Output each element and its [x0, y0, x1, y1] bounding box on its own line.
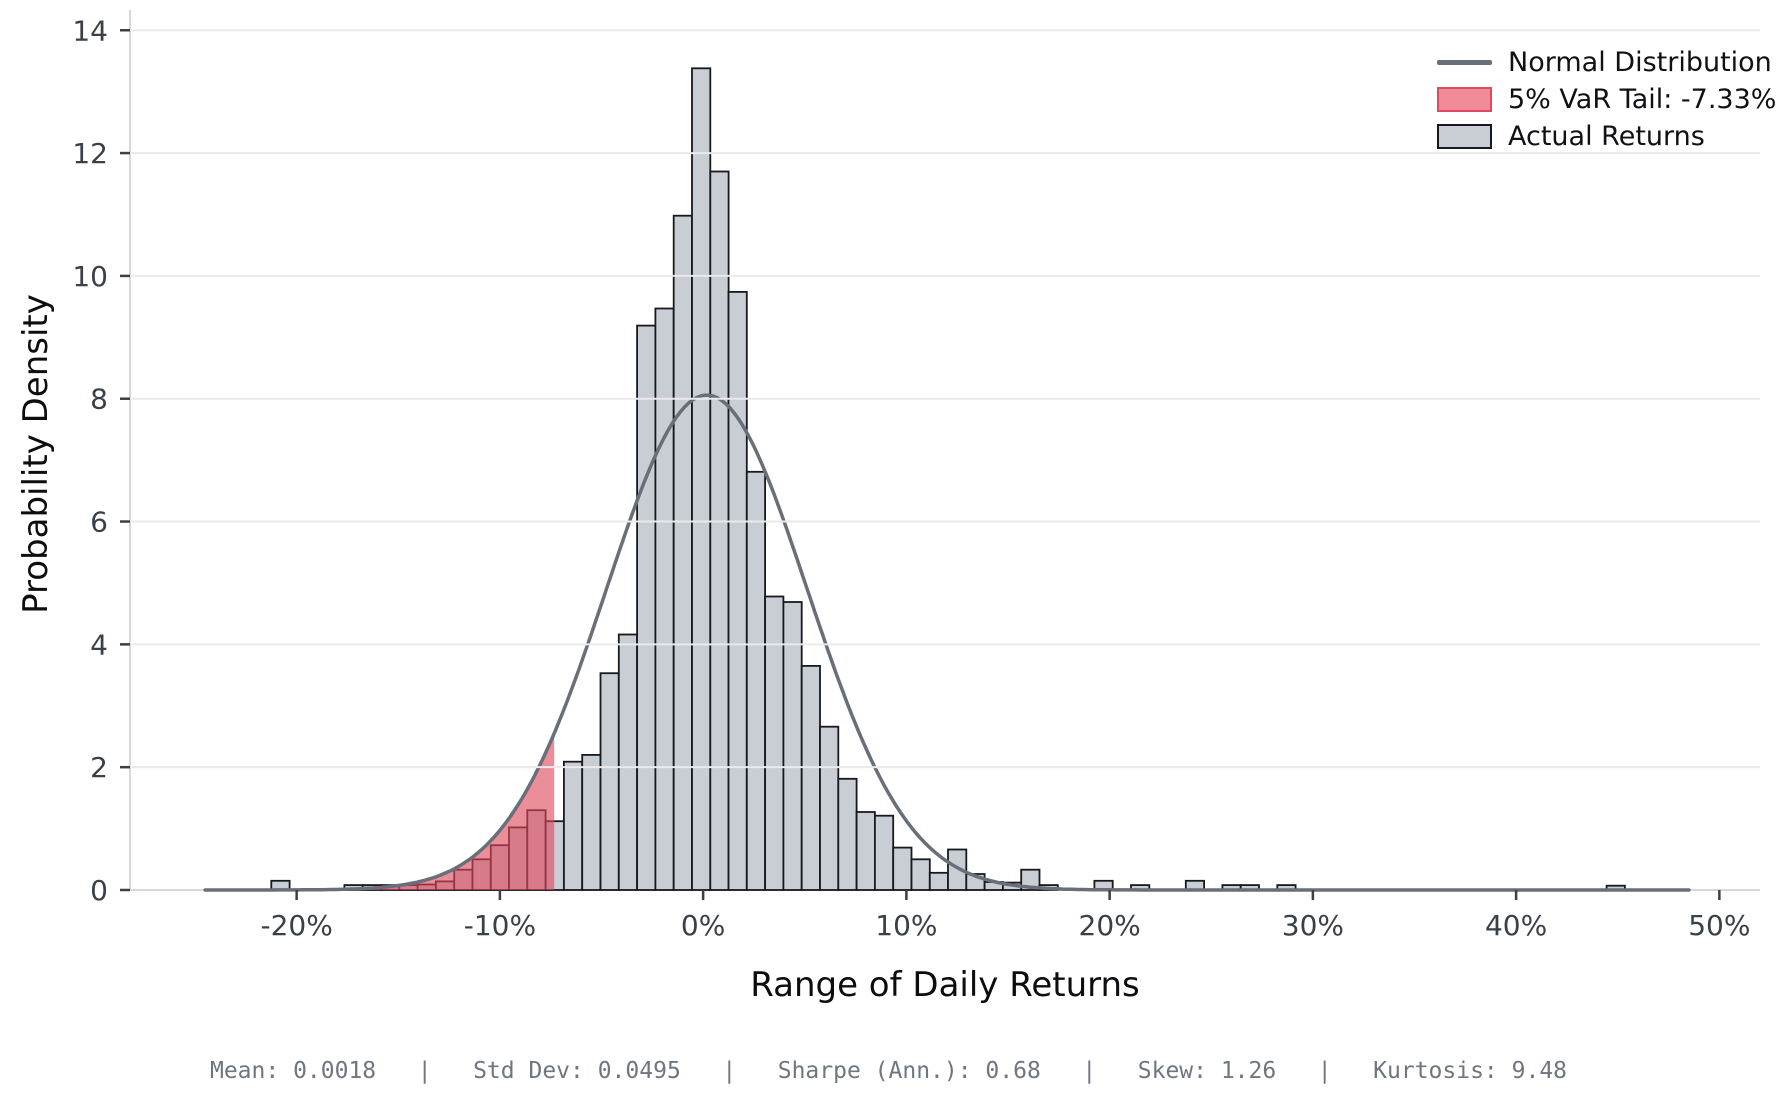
y-axis-label: Probability Density	[16, 294, 56, 614]
histogram-bar	[672, 214, 693, 891]
y-tick-label: 10	[72, 260, 108, 293]
x-tick-label: 40%	[1485, 909, 1547, 942]
histogram-bar	[837, 777, 858, 891]
histogram-bar	[599, 672, 620, 891]
x-tick-label: 0%	[681, 909, 725, 942]
histogram-bar	[617, 633, 638, 891]
histogram-bar	[636, 324, 657, 891]
legend: Normal Distribution 5% VaR Tail: -7.33% …	[1437, 44, 1776, 155]
histogram-bar	[800, 665, 821, 891]
x-tick-label: 30%	[1282, 909, 1344, 942]
x-tick-label: 10%	[875, 909, 937, 942]
var-tail-patch-swatch	[1437, 87, 1492, 112]
legend-item-normal-distribution: Normal Distribution	[1437, 44, 1776, 81]
histogram-bar	[745, 470, 766, 891]
histogram-bar	[1020, 868, 1041, 891]
y-tick-label: 4	[90, 628, 108, 661]
histogram-bar	[709, 170, 730, 891]
legend-item-var-tail: 5% VaR Tail: -7.33%	[1437, 81, 1776, 118]
normal-distribution-line-swatch	[1437, 60, 1492, 65]
histogram-bar	[855, 811, 876, 891]
y-tick-label: 14	[72, 14, 108, 47]
histogram-bar	[581, 754, 602, 891]
y-tick-label: 6	[90, 506, 108, 539]
histogram-bar	[874, 814, 895, 891]
x-axis-label: Range of Daily Returns	[750, 965, 1140, 1005]
histogram-bar	[928, 871, 949, 891]
x-tick-label: 20%	[1079, 909, 1141, 942]
histogram-bar	[819, 725, 840, 891]
histogram-bar	[727, 290, 748, 891]
x-tick-label: -20%	[260, 909, 332, 942]
y-tick-label: 12	[72, 137, 108, 170]
legend-item-actual-returns: Actual Returns	[1437, 118, 1776, 155]
legend-label: Actual Returns	[1508, 121, 1705, 152]
y-tick-label: 8	[90, 383, 108, 416]
normal-distribution-curve	[203, 393, 1691, 892]
histogram-bar	[764, 595, 785, 891]
var-tail-area	[205, 733, 555, 890]
legend-label: Normal Distribution	[1508, 47, 1772, 78]
y-tick-label: 0	[90, 874, 108, 907]
actual-returns-patch-swatch	[1437, 124, 1492, 149]
stats-bar: Mean: 0.0018 | Std Dev: 0.0495 | Sharpe …	[209, 1058, 1568, 1084]
x-tick-label: -10%	[464, 909, 536, 942]
histogram-bar	[947, 848, 968, 891]
y-tick-label: 2	[90, 751, 108, 784]
histogram-bar	[910, 858, 931, 891]
histogram-bar	[892, 846, 913, 891]
x-tick-label: 50%	[1688, 909, 1750, 942]
histogram-bar	[654, 307, 675, 891]
legend-label: 5% VaR Tail: -7.33%	[1508, 84, 1777, 115]
histogram-bar	[563, 760, 584, 891]
